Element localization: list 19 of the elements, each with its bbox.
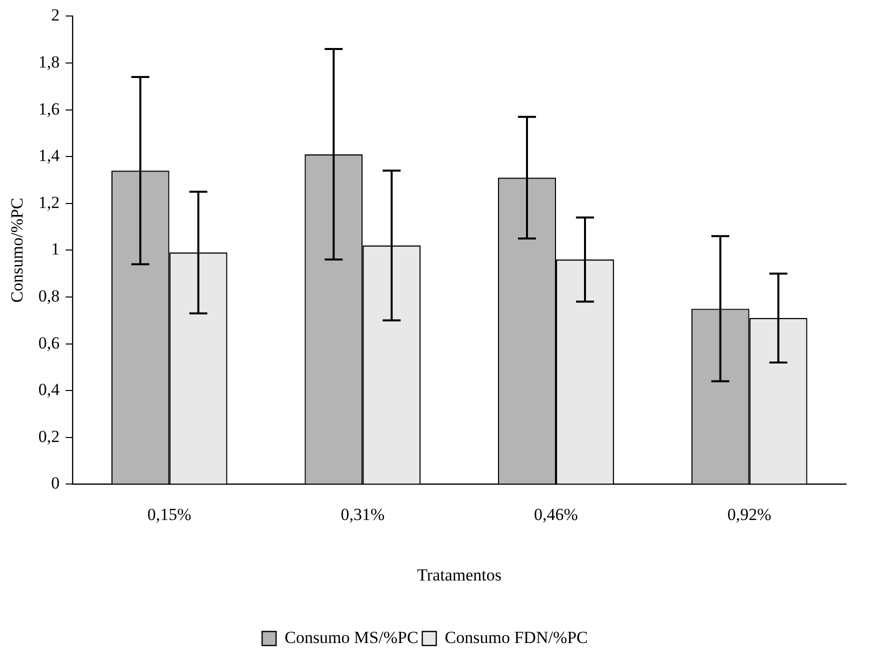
- x-tick-label: 0,92%: [727, 504, 772, 524]
- y-tick-label: 0,4: [38, 380, 60, 400]
- y-tick-label: 2: [51, 6, 60, 25]
- x-tick-label: 0,46%: [534, 504, 578, 524]
- y-axis-title: Consumo/%PC: [8, 198, 27, 303]
- x-tick-label: 0,15%: [147, 504, 192, 524]
- x-axis-title: Tratamentos: [417, 565, 502, 584]
- legend-label: Consumo MS/%PC: [284, 628, 418, 647]
- y-tick-label: 1: [51, 240, 60, 259]
- y-tick-label: 1,2: [38, 192, 60, 212]
- y-tick-label: 1,8: [38, 52, 60, 72]
- y-tick-label: 1,6: [38, 99, 60, 118]
- x-tick-label: 0,31%: [340, 504, 385, 524]
- legend-label: Consumo FDN/%PC: [444, 628, 588, 647]
- y-tick-label: 1,4: [38, 146, 60, 166]
- y-tick-label: 0,8: [38, 286, 60, 306]
- y-tick-label: 0,2: [38, 426, 60, 446]
- y-tick-label: 0: [51, 474, 60, 493]
- y-tick-label: 0,6: [38, 333, 60, 352]
